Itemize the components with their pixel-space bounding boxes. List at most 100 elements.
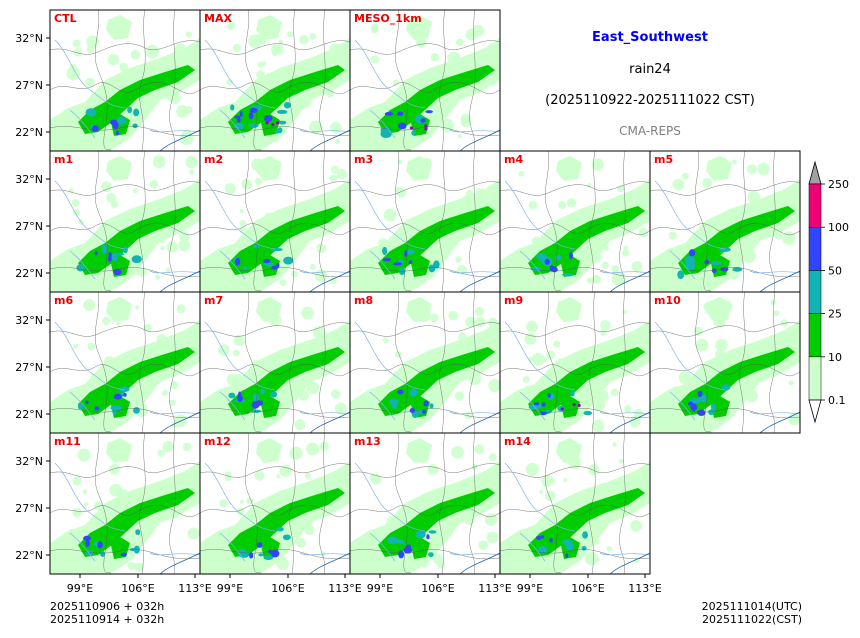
river <box>654 321 726 391</box>
light-rain-patch <box>306 381 320 395</box>
heavy-rain-cell <box>116 116 127 125</box>
colorbar-extend-max <box>808 160 822 185</box>
river <box>149 270 200 274</box>
light-rain-patch <box>544 490 556 502</box>
light-rain-patch <box>638 227 649 238</box>
light-rain-patch <box>525 462 539 476</box>
light-rain-patch <box>478 540 489 551</box>
province-boundary <box>200 322 350 337</box>
moderate-rain-band <box>678 206 795 275</box>
province-boundary <box>95 292 111 433</box>
heavy-rain-cell <box>135 529 141 536</box>
rainstorm-cell <box>113 393 122 400</box>
river <box>369 391 396 421</box>
river <box>369 532 396 562</box>
coastline <box>309 552 350 574</box>
colorbar-tick-label: 25 <box>828 308 842 321</box>
light-rain-patch <box>331 165 339 174</box>
light-rain-patch <box>432 553 443 564</box>
light-rain-patch <box>185 31 193 38</box>
rainstorm-cell <box>405 544 412 551</box>
river <box>204 39 276 109</box>
province-boundary <box>500 364 650 377</box>
light-rain-patch <box>474 444 485 455</box>
light-rain-patch <box>276 474 281 479</box>
heavy-rain-cell <box>555 254 562 261</box>
coastline <box>159 411 200 433</box>
province-boundary <box>739 292 746 433</box>
river <box>299 129 350 133</box>
light-rain-patch <box>187 527 200 540</box>
light-rain-patch <box>522 376 530 383</box>
light-rain-area <box>106 15 132 40</box>
heavy-rain-cell <box>100 550 105 557</box>
light-rain-patch <box>109 463 120 475</box>
heavy-rain-cell <box>684 255 696 265</box>
light-rain-area <box>106 297 132 322</box>
rainstorm-cell <box>120 552 127 557</box>
map-panel: m12 <box>199 432 351 575</box>
map-panel: m5 <box>649 150 801 293</box>
province-boundary <box>200 223 350 236</box>
light-rain-patch <box>591 158 604 171</box>
rainstorm-cell <box>94 406 100 411</box>
river <box>599 552 650 556</box>
light-rain-patch <box>612 442 617 447</box>
province-boundary <box>50 181 200 196</box>
province-boundary <box>545 151 561 292</box>
light-rain-patch <box>83 299 96 312</box>
heavy-rain-cell <box>278 120 287 125</box>
province-boundary <box>50 82 200 95</box>
light-rain-patch <box>86 35 100 49</box>
river <box>219 250 246 280</box>
light-rain-patch <box>455 38 464 47</box>
panel-label: m7 <box>204 294 223 307</box>
province-boundary <box>350 126 500 137</box>
rainstorm-cell <box>115 130 120 136</box>
province-boundary <box>500 505 650 518</box>
river <box>54 321 126 391</box>
light-rain-patch <box>732 159 737 165</box>
light-rain-patch <box>611 271 626 286</box>
province-boundary <box>500 549 650 560</box>
heavy-rainstorm-cell <box>271 123 275 127</box>
heavy-rain-cell <box>428 552 434 558</box>
moderate-rain-band <box>710 396 730 418</box>
light-rain-patch <box>337 406 343 413</box>
map-panel: m11 <box>49 432 201 575</box>
light-rain-patch <box>672 178 685 191</box>
rainstorm-cell <box>237 391 242 399</box>
light-rain-patch <box>149 179 159 189</box>
river <box>219 391 246 421</box>
light-rain-patch <box>178 239 191 252</box>
province-boundary <box>50 126 200 137</box>
province-boundary <box>50 267 200 278</box>
panel-label: m13 <box>354 435 381 448</box>
panel-label: m2 <box>204 153 223 166</box>
light-rain-patch <box>232 349 240 357</box>
rainstorm-cell <box>237 117 241 123</box>
province-boundary <box>169 10 176 151</box>
heavy-rain-cell <box>411 130 417 136</box>
province-boundary <box>589 292 596 433</box>
moderate-rain-band <box>378 488 495 557</box>
light-rain-patch <box>246 497 253 505</box>
light-rain-patch <box>334 138 340 144</box>
light-rain-patch <box>299 34 309 45</box>
light-rain-patch <box>330 121 342 134</box>
heavy-rain-cell <box>393 538 403 544</box>
light-rain-patch <box>427 464 439 475</box>
map-panel: CTL <box>49 9 201 152</box>
light-rain-area <box>256 438 282 463</box>
province-boundary <box>50 40 200 55</box>
rainstorm-cell <box>397 111 404 116</box>
light-rain-patch <box>558 201 567 210</box>
valid-time-utc: 2025111014(UTC) <box>701 600 802 613</box>
light-rain-patch <box>781 231 796 246</box>
panel-label: m6 <box>54 294 73 307</box>
heavy-rain-cell <box>276 526 284 532</box>
light-rain-patch <box>294 419 306 431</box>
colorbar-segment <box>808 226 822 271</box>
colorbar-tick-label: 0.1 <box>828 394 846 407</box>
